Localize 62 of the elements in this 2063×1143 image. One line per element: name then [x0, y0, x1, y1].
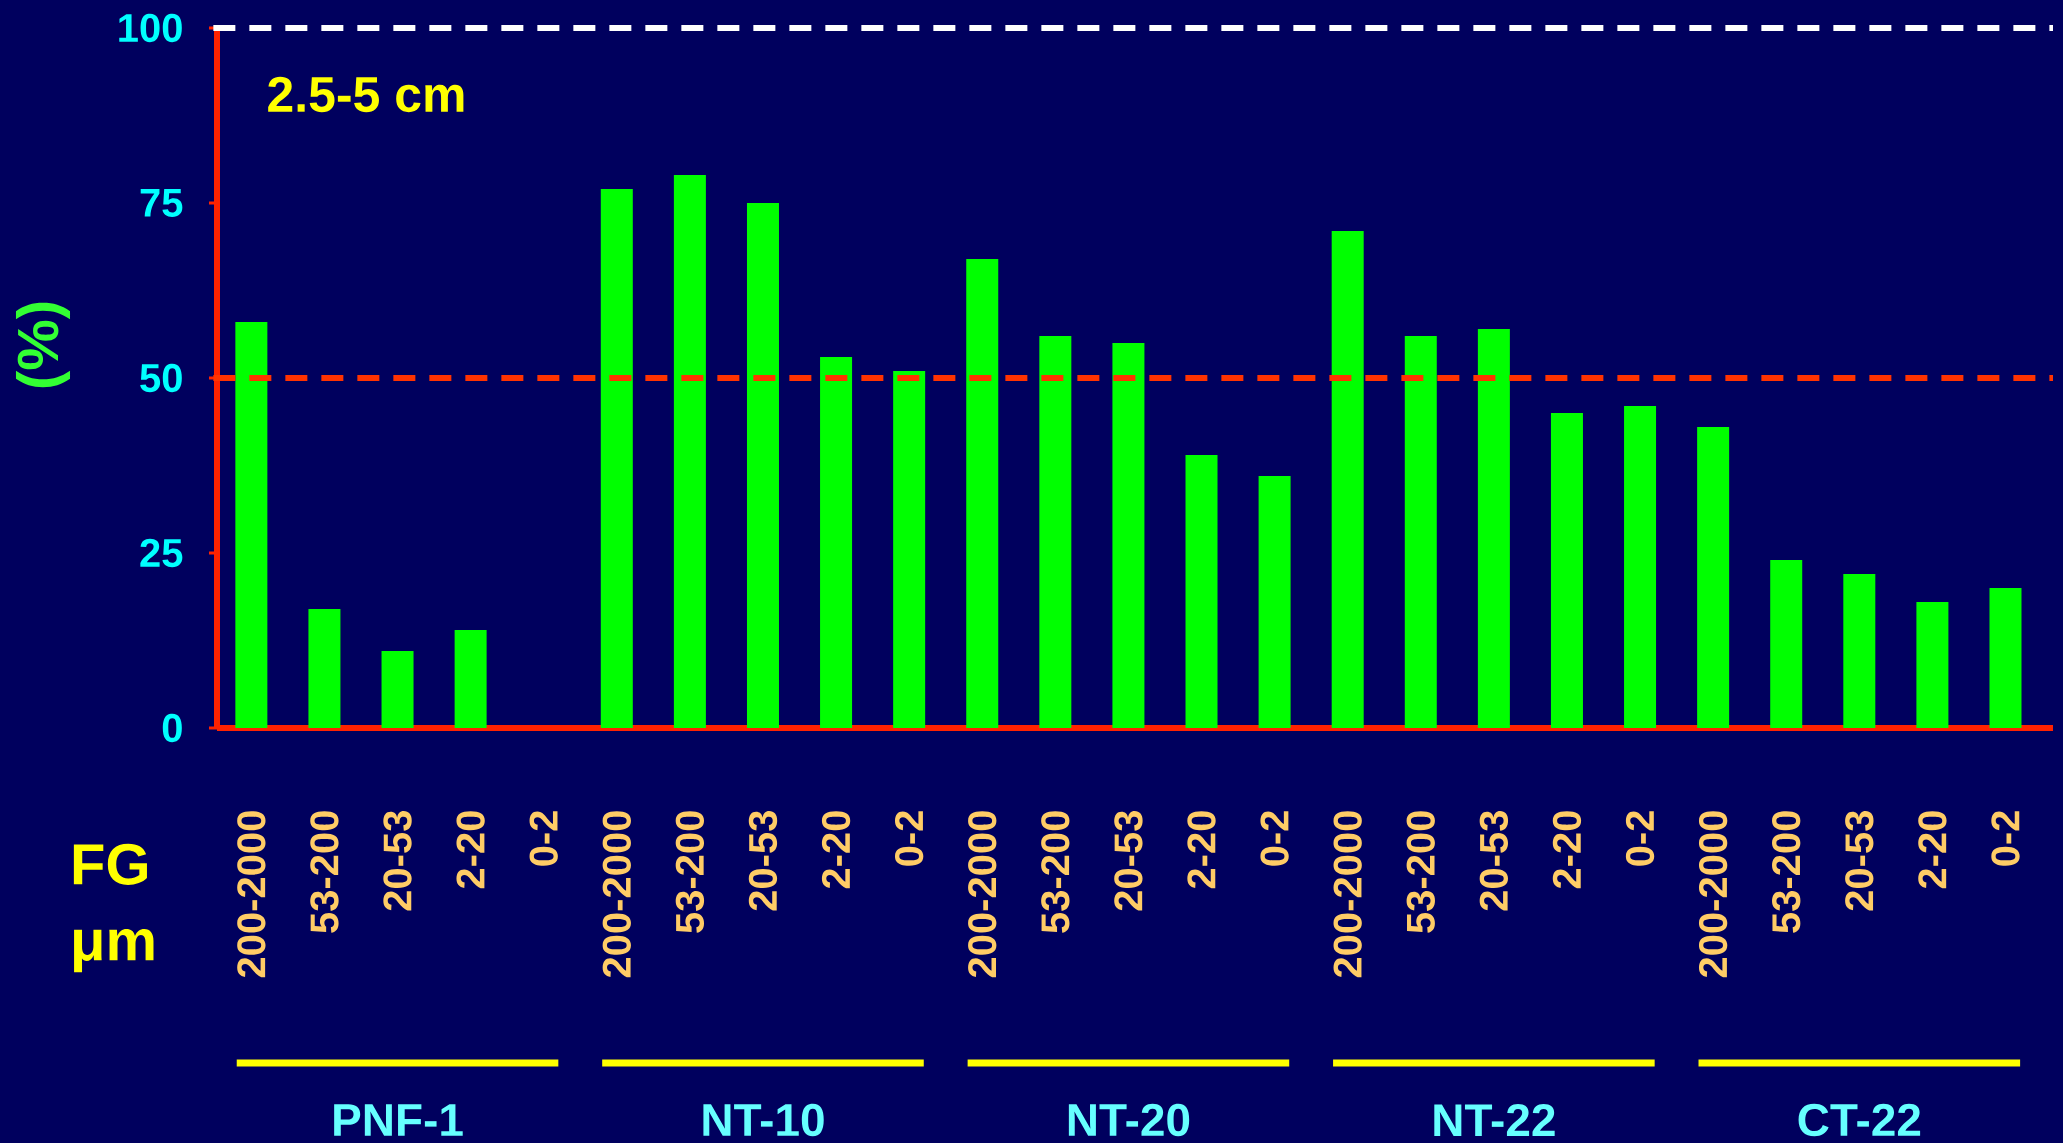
bar: [1989, 588, 2022, 728]
bar: [1258, 476, 1291, 728]
bar: [454, 630, 487, 728]
y-tick-label: 25: [140, 538, 183, 568]
bar: [1039, 335, 1072, 728]
x-tick-label: 20-53: [1479, 811, 1509, 911]
x-tick-label: 2-20: [821, 811, 851, 889]
x-tick-label: 200-2000: [602, 811, 631, 978]
bar: [746, 202, 779, 728]
x-tick-label: 20-53: [748, 811, 778, 911]
bar: [820, 356, 853, 728]
bar: [673, 174, 706, 728]
bar: [1185, 455, 1218, 728]
bar: [966, 258, 999, 728]
x-tick-label: 200-2000: [1698, 811, 1728, 978]
x-axis-title: FG μm: [73, 843, 154, 973]
y-tick-label: 0: [162, 713, 182, 743]
x-tick-label: 0-2: [529, 811, 558, 866]
x-tick-label: 200-2000: [968, 811, 997, 978]
bar: [600, 188, 633, 728]
bar: [381, 651, 414, 728]
y-tick-label: 100: [119, 13, 182, 43]
x-tick-label: 53-200: [1772, 811, 1801, 933]
x-tick-label: 2-20: [1552, 811, 1582, 889]
x-tick-label: 0-2: [894, 811, 924, 866]
text: NT-10: [703, 1103, 824, 1137]
bar: [1550, 413, 1583, 728]
x-tick-label: 20-53: [1845, 811, 1874, 911]
bar: [1404, 335, 1437, 728]
annotation: 2.5-5 cm: [268, 76, 464, 113]
text: NT-22: [1434, 1103, 1555, 1137]
x-tick-label: 53-200: [1406, 811, 1435, 933]
bar: [1770, 560, 1803, 728]
x-tick-label: 2-20: [1918, 811, 1947, 889]
text: CT-22: [1798, 1103, 1921, 1137]
x-tick-label: 53-200: [675, 811, 705, 933]
bar: [1331, 230, 1364, 728]
bar: [1477, 328, 1510, 728]
x-tick-label: 2-20: [456, 811, 485, 889]
x-tick-label: 2-20: [1187, 811, 1216, 889]
x-tick-label: 200-2000: [237, 811, 266, 978]
bar: [1112, 343, 1145, 728]
x-tick-label: 0-2: [1991, 811, 2020, 866]
bar: [1624, 406, 1657, 728]
text: PNF-1: [334, 1104, 463, 1136]
bar: [893, 371, 926, 728]
text: NT-20: [1068, 1103, 1190, 1137]
bar: [308, 609, 341, 728]
x-tick-label: 20-53: [383, 811, 412, 911]
y-tick-label: 75: [140, 189, 183, 217]
bar: [1843, 574, 1876, 728]
bar: [235, 322, 268, 728]
x-tick-label: 200-2000: [1333, 811, 1362, 978]
y-axis-title: (%): [15, 302, 71, 388]
x-tick-label: 53-200: [310, 811, 339, 933]
x-tick-label: 0-2: [1260, 811, 1289, 866]
x-tick-label: 0-2: [1625, 811, 1655, 866]
x-tick-label: 53-200: [1041, 811, 1070, 933]
bar: [1916, 602, 1949, 728]
x-tick-label: 20-53: [1114, 811, 1143, 911]
bar: [1697, 427, 1730, 728]
y-tick-label: 50: [140, 363, 182, 393]
